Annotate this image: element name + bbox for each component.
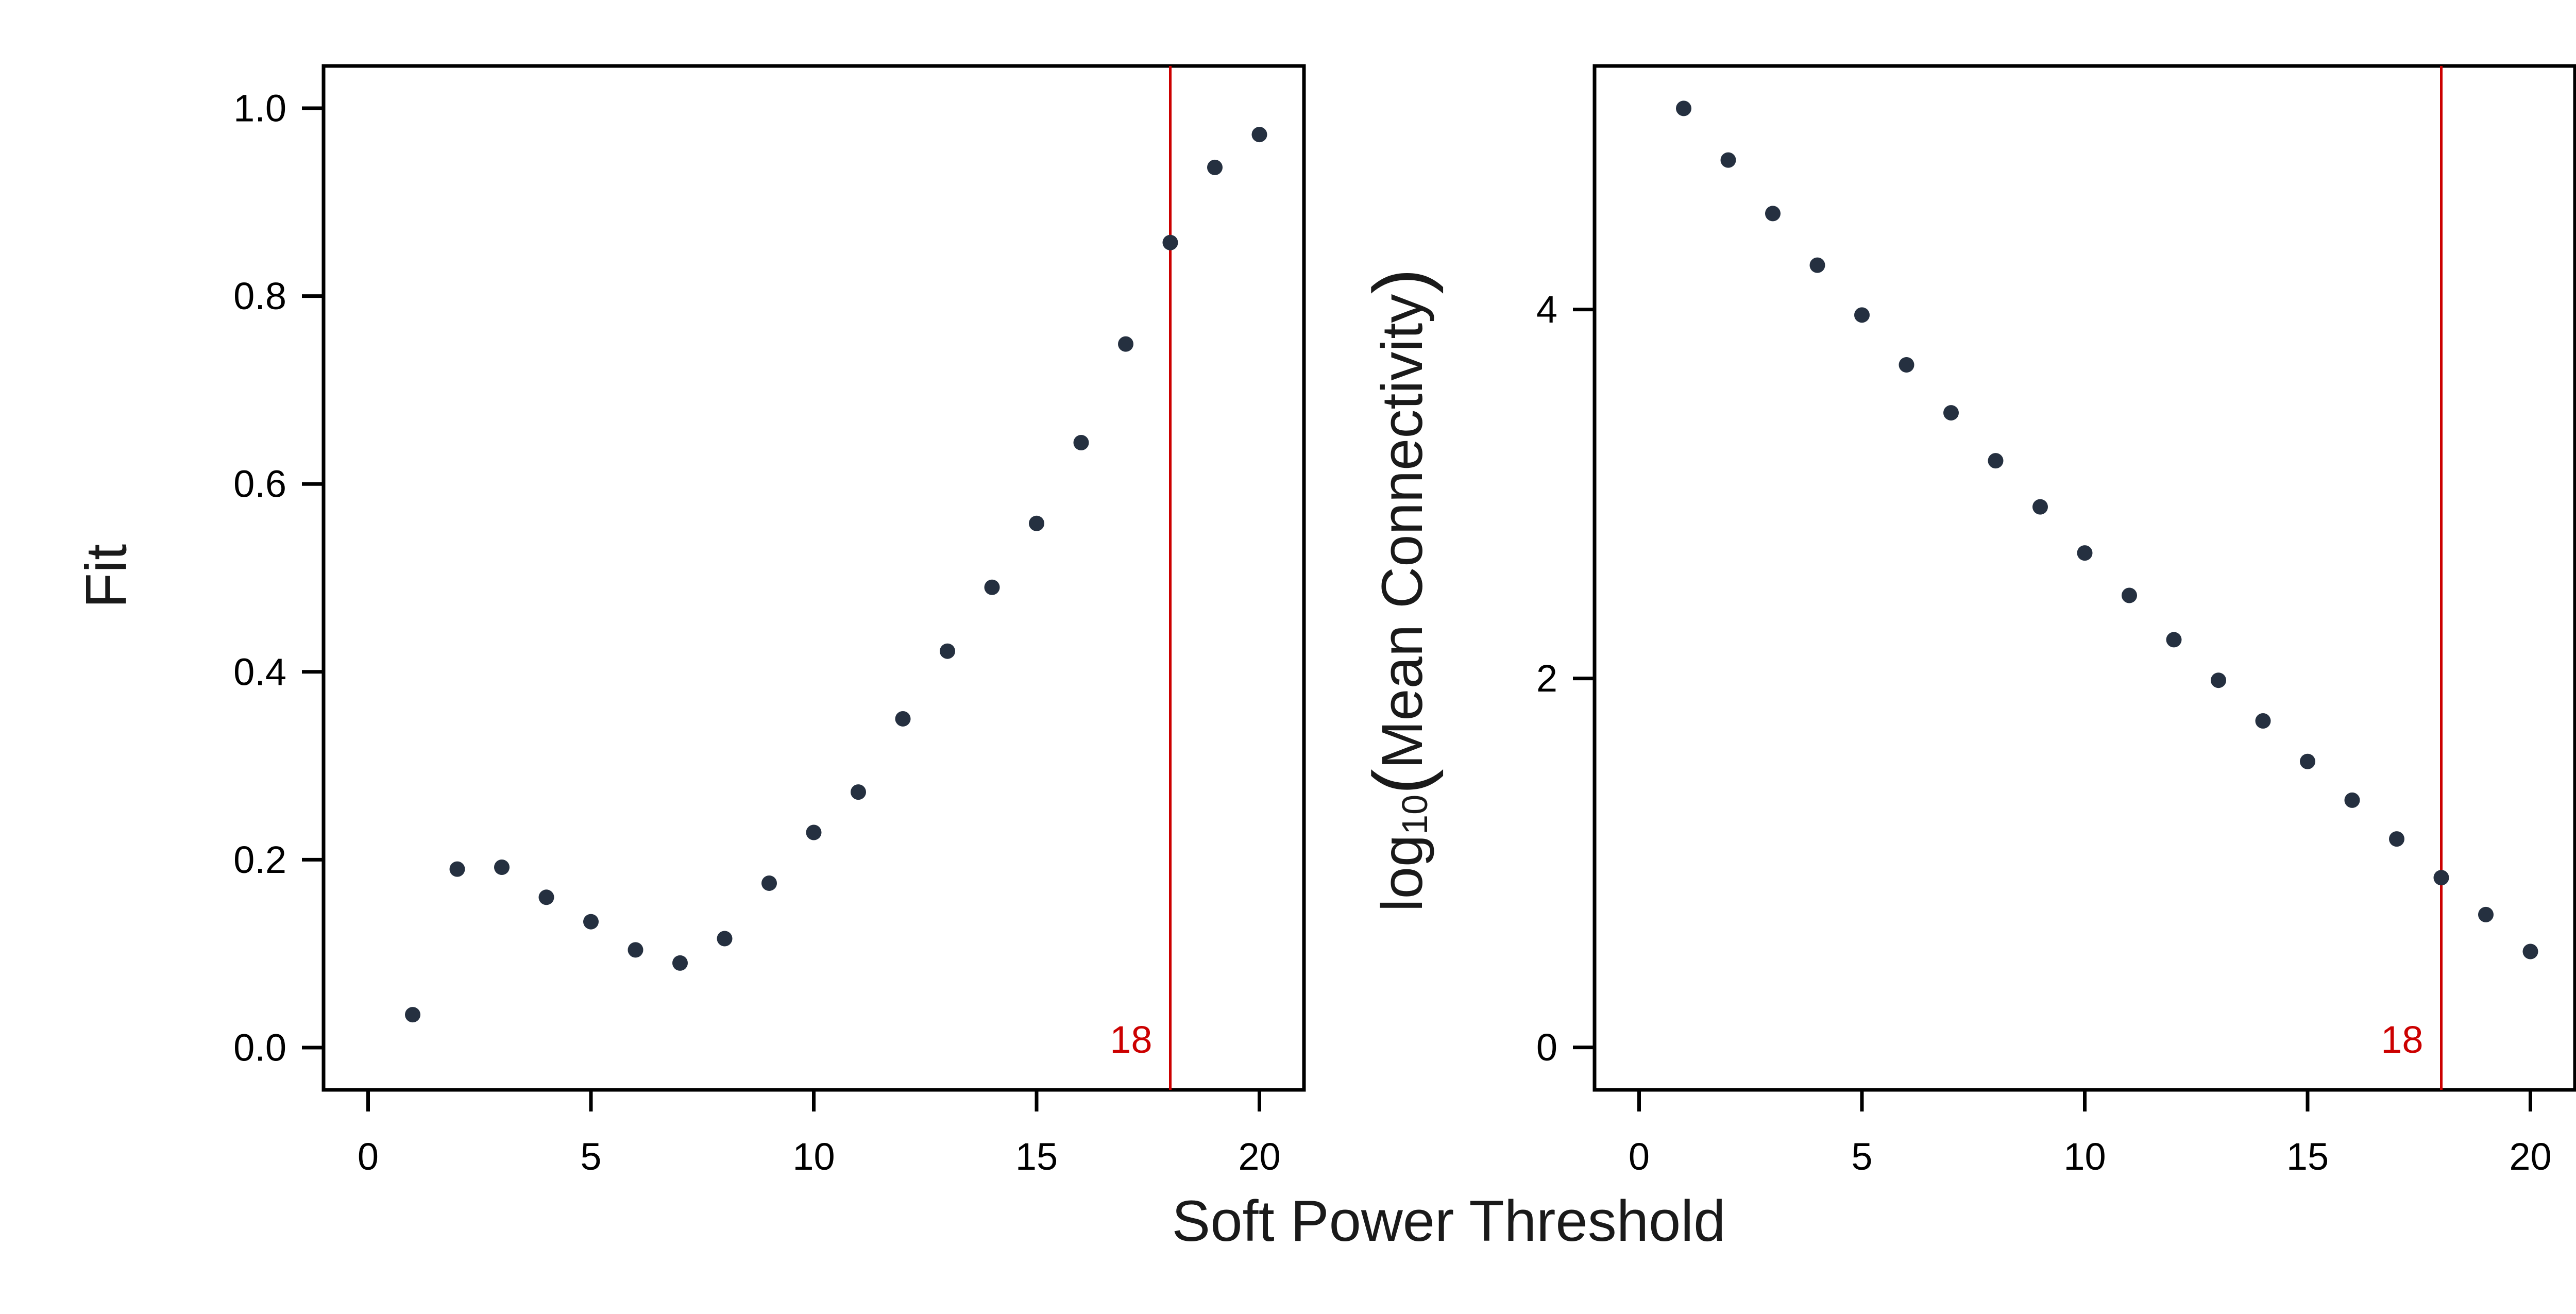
fit-data-point xyxy=(984,579,1000,595)
fit-threshold: 18 xyxy=(1110,66,1172,1090)
connectivity-data-point xyxy=(1720,152,1736,168)
fit-data-point xyxy=(717,931,733,947)
fit-data-point xyxy=(449,861,465,877)
fit-data-point xyxy=(1118,336,1133,352)
connectivity-y-axis: 0 2 4 xyxy=(1536,288,1595,1069)
connectivity-x-tick-label: 20 xyxy=(2509,1135,2551,1178)
fit-x-tick-label: 15 xyxy=(1015,1135,1058,1178)
connectivity-x-tick-label: 10 xyxy=(2063,1135,2106,1178)
fit-data-point xyxy=(761,875,777,891)
connectivity-y-axis-title: log10(Mean Connectivity) xyxy=(1357,268,1444,912)
connectivity-data-point xyxy=(1809,257,1825,273)
fit-data-point xyxy=(1162,234,1178,250)
fit-panel: 0.0 0.2 0.4 0.6 0.8 1.0 0 5 10 15 20 18 Fit xyxy=(74,64,1306,1178)
connectivity-y-tick-label: 4 xyxy=(1536,288,1557,331)
fit-data-point xyxy=(672,955,688,971)
connectivity-y-tick-label: 2 xyxy=(1536,657,1557,700)
fit-x-tick-label: 0 xyxy=(358,1135,379,1178)
fit-y-axis-title: Fit xyxy=(74,544,139,608)
connectivity-data-point xyxy=(2255,713,2271,729)
connectivity-data-point xyxy=(1988,453,2004,469)
fit-data-point xyxy=(940,643,955,659)
connectivity-x-tick-label: 0 xyxy=(1629,1135,1650,1178)
ylabel-main: Mean Connectivity xyxy=(1370,294,1434,769)
fit-y-tick-label: 1.0 xyxy=(233,87,286,130)
connectivity-x-tick-label: 5 xyxy=(1851,1135,1872,1178)
shared-x-axis-title: Soft Power Threshold xyxy=(1172,1189,1726,1253)
fit-data-point xyxy=(494,859,510,875)
fit-data-point xyxy=(1207,159,1223,175)
connectivity-data-point xyxy=(2211,672,2226,688)
connectivity-data-point xyxy=(1676,100,1691,116)
connectivity-x-tick-label: 15 xyxy=(2286,1135,2329,1178)
connectivity-data-point xyxy=(2344,792,2360,808)
fit-y-axis: 0.0 0.2 0.4 0.6 0.8 1.0 xyxy=(233,87,324,1069)
connectivity-data-point xyxy=(1943,405,1959,421)
fit-x-tick-label: 5 xyxy=(580,1135,601,1178)
ylabel-log: log xyxy=(1370,835,1434,912)
connectivity-data-point xyxy=(2478,906,2494,922)
fit-y-tick-label: 0.8 xyxy=(233,275,286,317)
fit-data-point xyxy=(405,1007,420,1023)
ylabel-open-paren: ( xyxy=(1357,769,1444,795)
connectivity-data-point xyxy=(2300,753,2315,769)
fit-points xyxy=(405,127,1267,1023)
connectivity-data-point xyxy=(2433,870,2449,886)
connectivity-panel: 024 0 5 10 15 20 18 log10(Mean Connectivity) xyxy=(1357,64,2576,1178)
fit-x-tick-label: 10 xyxy=(792,1135,835,1178)
fit-data-point xyxy=(1251,127,1267,143)
fit-data-point xyxy=(1029,515,1044,531)
fit-plot-frame xyxy=(321,64,1306,1092)
fit-data-point xyxy=(851,784,866,800)
connectivity-plot-frame xyxy=(1592,64,2576,1092)
fit-y-tick-label: 0.0 xyxy=(233,1026,286,1069)
connectivity-threshold-label: 18 xyxy=(2381,1018,2423,1061)
connectivity-data-point xyxy=(1899,357,1914,373)
fit-data-point xyxy=(538,889,554,905)
fit-data-point xyxy=(628,942,643,958)
fit-x-tick-label: 20 xyxy=(1238,1135,1280,1178)
connectivity-points xyxy=(1676,100,2538,959)
fit-data-point xyxy=(1073,434,1089,450)
fit-y-tick-label: 0.6 xyxy=(233,463,286,506)
fit-y-tick-label: 0.4 xyxy=(233,650,286,693)
connectivity-y-tick-label: 0 xyxy=(1536,1026,1557,1069)
fit-data-point xyxy=(806,824,822,840)
fit-y-tick-label: 0.2 xyxy=(233,838,286,881)
connectivity-x-axis: 0 5 10 15 20 xyxy=(1629,1090,2552,1178)
connectivity-threshold: 18 xyxy=(2381,66,2443,1090)
connectivity-data-point xyxy=(1765,206,1781,222)
fit-data-point xyxy=(895,711,911,727)
fit-x-axis: 0 5 10 15 20 xyxy=(358,1090,1281,1178)
connectivity-data-point xyxy=(2389,831,2404,847)
connectivity-data-point xyxy=(2166,632,2182,648)
fit-threshold-label: 18 xyxy=(1110,1018,1152,1061)
connectivity-data-point xyxy=(1854,307,1870,323)
connectivity-data-point xyxy=(2122,587,2137,603)
connectivity-data-point xyxy=(2522,944,2538,959)
fit-data-point xyxy=(583,914,599,930)
connectivity-data-point xyxy=(2032,499,2048,515)
ylabel-close-paren: ) xyxy=(1357,268,1444,294)
connectivity-data-point xyxy=(2077,545,2093,561)
ylabel-subscript: 10 xyxy=(1395,795,1435,835)
